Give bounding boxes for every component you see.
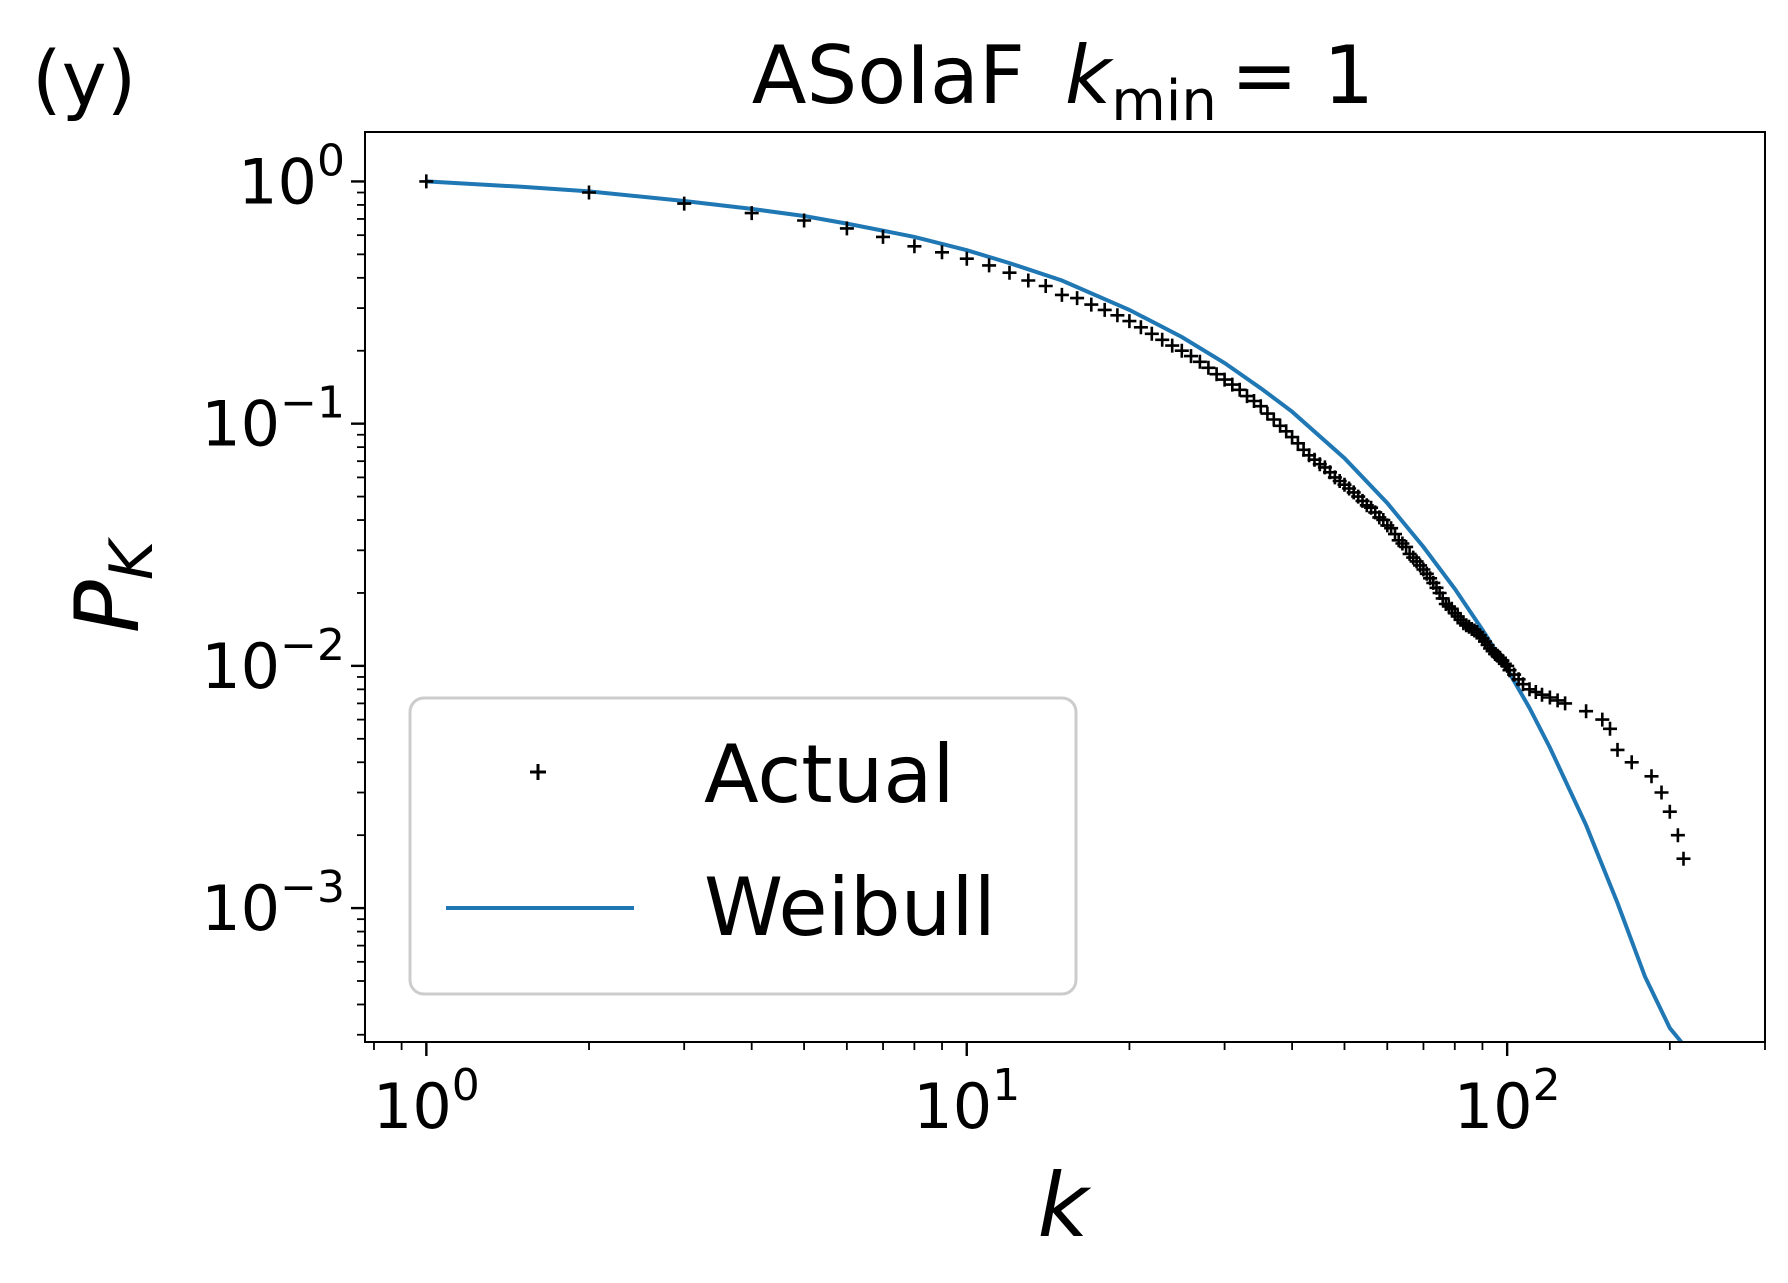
data-point <box>1670 828 1685 843</box>
data-point <box>419 174 434 189</box>
data-point <box>1133 320 1148 335</box>
data-point <box>797 213 812 228</box>
ticks-layer: 100 101 102 100 10−1 10−2 10−3 <box>201 135 1766 1143</box>
plot-frame <box>364 131 1766 1043</box>
data-point <box>876 229 890 244</box>
legend-label-actual: Actual <box>704 728 955 821</box>
legend: Actual Weibull <box>408 696 1078 996</box>
panel-label: (y) <box>32 34 136 123</box>
data-point <box>1654 785 1669 800</box>
data-layer <box>419 174 1691 1042</box>
data-point <box>1550 693 1565 708</box>
x-tick-label: 102 <box>1454 1060 1561 1143</box>
data-point <box>1122 314 1137 329</box>
data-point <box>1644 769 1659 784</box>
data-point <box>744 206 759 221</box>
data-point <box>1097 302 1112 317</box>
data-point <box>907 239 922 254</box>
data-point <box>1610 742 1625 757</box>
y-tick-label: 100 <box>238 135 345 218</box>
data-point <box>1110 308 1125 323</box>
data-point <box>1253 399 1268 414</box>
data-point <box>582 185 596 200</box>
data-point <box>1232 382 1247 397</box>
y-tick-label: 10−2 <box>201 620 345 703</box>
chart-title-rhs: = 1 <box>1231 29 1374 122</box>
legend-marker-actual <box>530 764 546 780</box>
series-actual <box>419 174 1691 866</box>
series-line-weibull <box>426 179 1683 1042</box>
x-tick-label: 101 <box>913 1060 1020 1143</box>
data-point <box>982 258 997 273</box>
data-point <box>1676 851 1691 866</box>
legend-box <box>408 696 1078 996</box>
data-point <box>1522 682 1537 697</box>
x-tick-label: 100 <box>373 1060 480 1143</box>
data-point <box>959 251 974 266</box>
y-axis-label-base: P <box>56 580 159 633</box>
data-point <box>1558 696 1573 711</box>
data-point <box>1155 332 1170 347</box>
data-point <box>1038 279 1053 293</box>
data-point <box>1002 265 1017 280</box>
chart-title: ASoIaF kmin = 1 <box>752 29 1374 134</box>
data-point <box>1662 804 1677 819</box>
data-point <box>1217 372 1232 387</box>
data-point <box>1184 349 1198 364</box>
chart-title-main: ASoIaF <box>752 29 1025 122</box>
data-point <box>1542 690 1557 705</box>
data-point <box>1021 273 1036 288</box>
data-point <box>1595 712 1610 727</box>
chart-title-var: k <box>1065 29 1114 122</box>
data-point <box>1192 354 1207 369</box>
legend-label-weibull: Weibull <box>704 861 996 954</box>
y-axis-label-sub: K <box>97 536 167 580</box>
data-point <box>935 245 949 260</box>
data-point <box>1441 599 1456 614</box>
data-point <box>1603 721 1617 736</box>
data-point <box>1070 291 1085 306</box>
data-point <box>677 196 692 211</box>
data-point <box>1266 412 1281 427</box>
data-point <box>1201 360 1216 375</box>
data-point <box>1209 367 1224 382</box>
data-point <box>1084 297 1099 312</box>
y-tick-label: 10−3 <box>201 862 345 945</box>
data-point <box>1054 287 1069 302</box>
data-point <box>1579 704 1594 719</box>
data-point <box>1528 685 1543 699</box>
data-point <box>1165 338 1180 353</box>
data-point <box>1624 755 1639 770</box>
data-point <box>1174 343 1189 358</box>
data-point <box>839 221 854 236</box>
y-tick-label: 10−1 <box>201 378 345 461</box>
x-axis-label: k <box>1038 1154 1092 1257</box>
y-axis-label: PK <box>56 536 167 633</box>
data-point <box>1535 687 1549 702</box>
data-point <box>1225 377 1240 392</box>
data-point <box>1144 326 1159 341</box>
chart-title-sub: min <box>1111 69 1217 134</box>
